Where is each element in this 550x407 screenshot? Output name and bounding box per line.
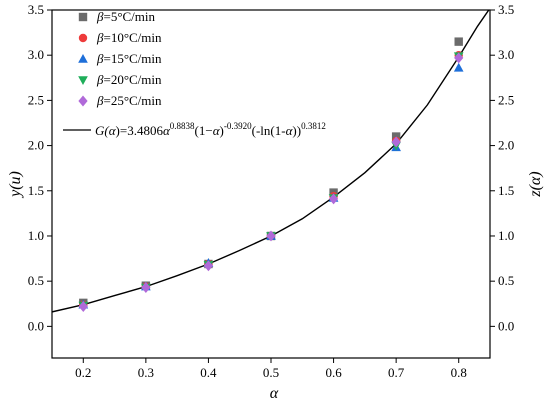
x-tick-label: 0.7 (388, 365, 405, 380)
y-right-tick-label: 2.0 (498, 138, 514, 153)
y-axis-left-title: y(u) (7, 171, 24, 199)
legend-marker (78, 53, 88, 63)
legend-marker (78, 33, 88, 43)
x-tick-label: 0.4 (200, 365, 217, 380)
legend-fit-label: G(α)=3.4806α0.8838(1−α)-0.3920(-ln(1-α))… (95, 121, 326, 138)
legend: β=5°C/min β=10°C/min β=15°C/min β=20°C/min β… (63, 9, 162, 131)
y-left-tick-label: 1.5 (28, 183, 44, 198)
x-tick-label: 0.5 (263, 365, 279, 380)
y-left-tick-label: 2.5 (28, 92, 44, 107)
legend-marker (78, 12, 88, 22)
y-right-tick-label: 0.0 (498, 318, 514, 333)
y-left-tick-label: 3.5 (28, 2, 44, 17)
y-right-tick-label: 3.0 (498, 47, 514, 62)
data-point (266, 230, 276, 242)
y-right-tick-label: 1.0 (498, 228, 514, 243)
y-left-tick-label: 1.0 (28, 228, 44, 243)
data-point (454, 37, 463, 46)
data-point (203, 260, 214, 272)
data-point (454, 52, 464, 64)
x-tick-label: 0.2 (75, 365, 91, 380)
ticks: 0.2 0.3 0.4 0.5 0.6 0.7 0.8 0.0 0.0 0.5 0.5 1.0 1.0 1… (28, 2, 515, 380)
y-right-tick-label: 3.5 (498, 2, 514, 17)
y-left-tick-label: 3.0 (28, 47, 44, 62)
x-tick-label: 0.8 (451, 365, 467, 380)
data-points-layer (78, 37, 464, 312)
fit-curve-line (52, 10, 490, 313)
y-right-tick-label: 1.5 (498, 183, 514, 198)
legend-marker (78, 76, 88, 86)
legend-marker (78, 95, 88, 107)
y-left-tick-label: 2.0 (28, 138, 44, 153)
data-point (453, 62, 464, 72)
legend-label: β=5°C/min (96, 9, 156, 24)
data-point (78, 301, 88, 312)
fit-curve-layer (52, 10, 490, 313)
y-left-tick-label: 0.5 (28, 273, 44, 288)
data-point (391, 136, 401, 148)
x-tick-label: 0.6 (325, 365, 342, 380)
legend-label: β=15°C/min (96, 51, 162, 66)
legend-label: β=10°C/min (96, 30, 162, 45)
y-left-tick-label: 0.0 (28, 318, 44, 333)
data-point (141, 282, 151, 293)
legend-label: β=20°C/min (96, 72, 162, 87)
legend-label: β=25°C/min (96, 93, 162, 108)
y-right-tick-label: 2.5 (498, 92, 514, 107)
x-tick-label: 0.3 (138, 365, 154, 380)
y-right-tick-label: 0.5 (498, 273, 514, 288)
y-axis-right-title: z(α) (527, 171, 544, 197)
data-point (328, 193, 339, 205)
x-axis-title: α (270, 385, 279, 402)
